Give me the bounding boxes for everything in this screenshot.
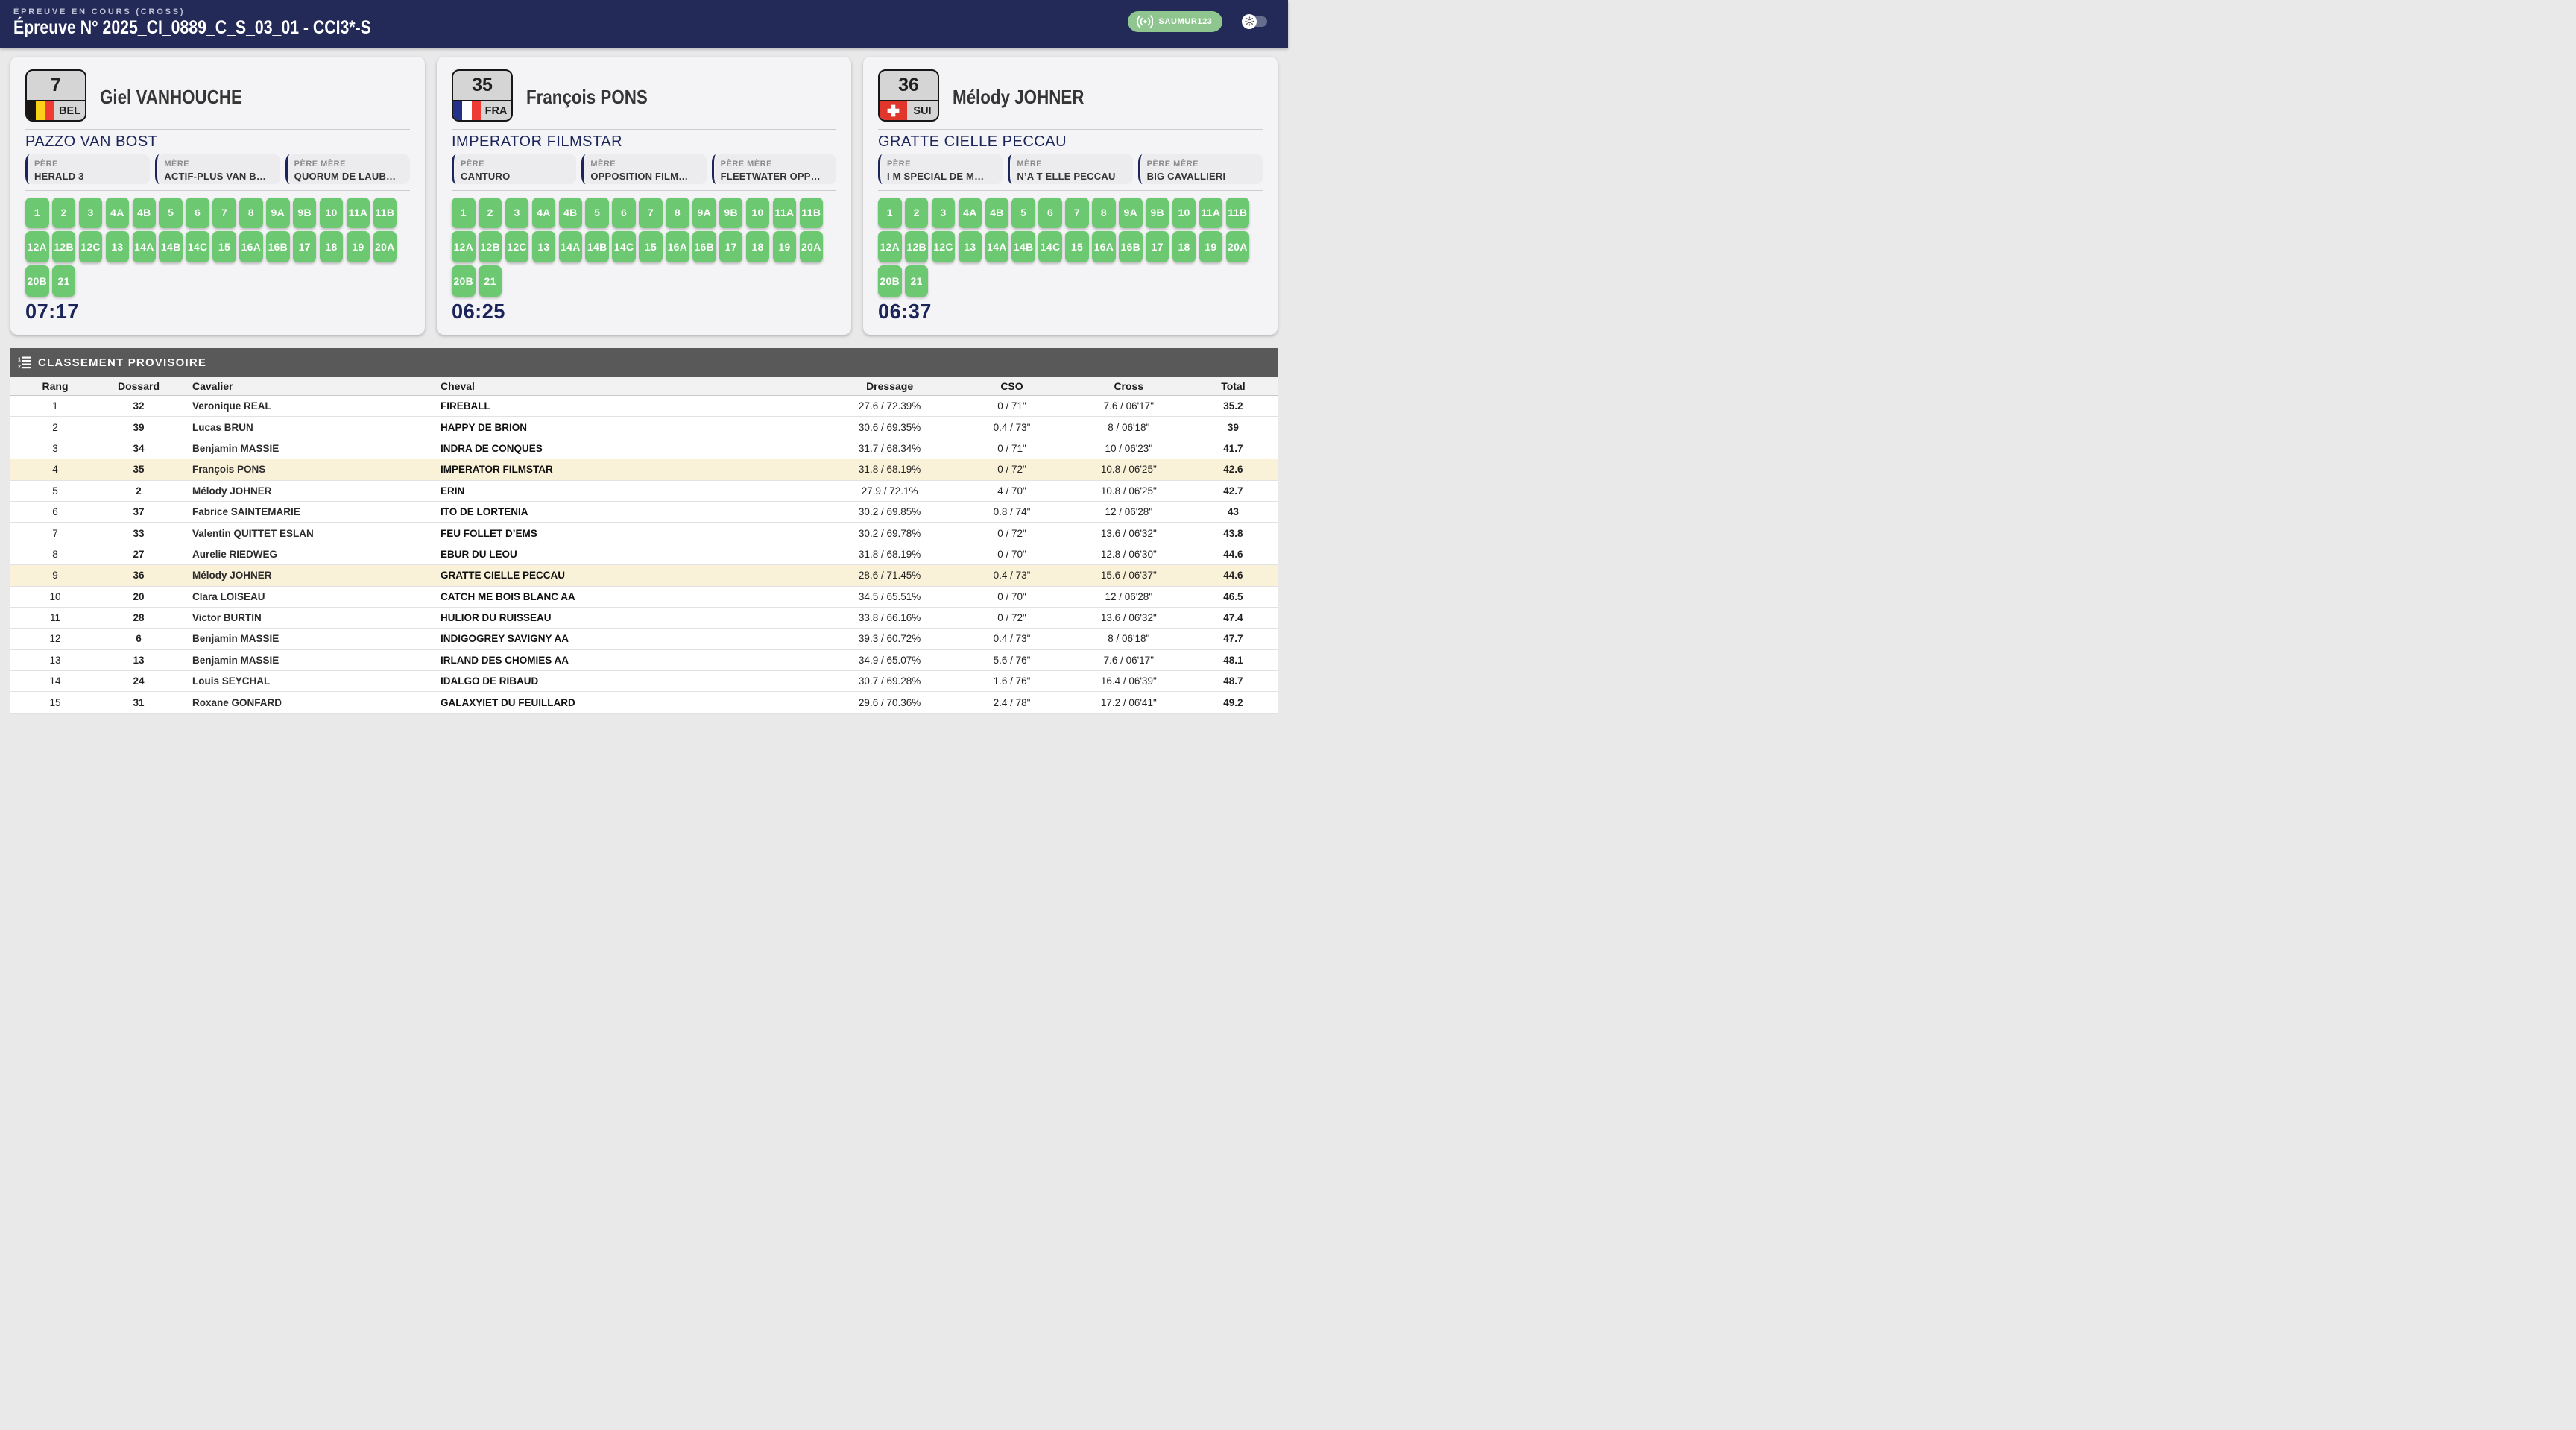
- svg-text:2: 2: [18, 365, 21, 369]
- svg-text:1: 1: [18, 357, 21, 362]
